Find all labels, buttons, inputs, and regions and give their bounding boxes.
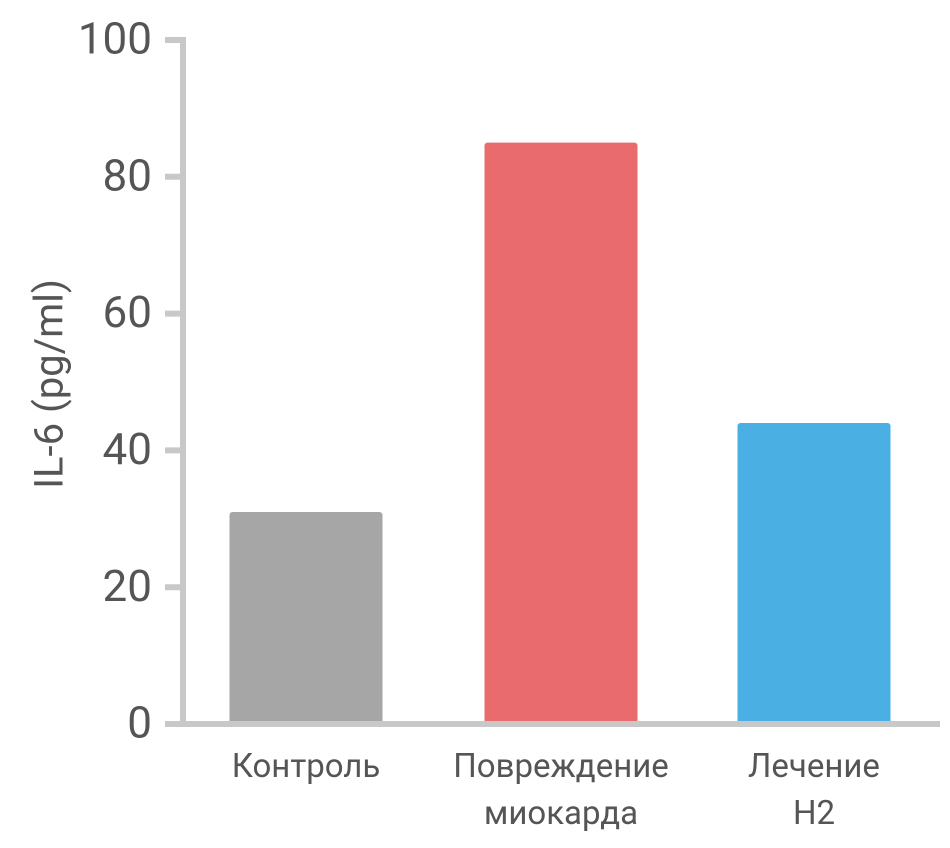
- y-axis-label: IL-6 (pg/ml): [26, 279, 73, 489]
- y-tick-label: 20: [103, 560, 152, 612]
- x-tick-label: Лечение H2: [748, 747, 880, 833]
- y-tick-label: 40: [103, 423, 152, 475]
- y-tick-label: 60: [103, 286, 152, 338]
- y-tick-label: 0: [127, 697, 152, 749]
- y-tick-label: 80: [103, 149, 152, 201]
- bar: [229, 511, 383, 724]
- y-tick-label: 100: [78, 13, 152, 65]
- x-tick-label: Повреждение миокарда: [453, 747, 669, 833]
- bar: [484, 142, 638, 725]
- bar: [737, 423, 891, 724]
- x-tick-label: Контроль: [232, 747, 381, 786]
